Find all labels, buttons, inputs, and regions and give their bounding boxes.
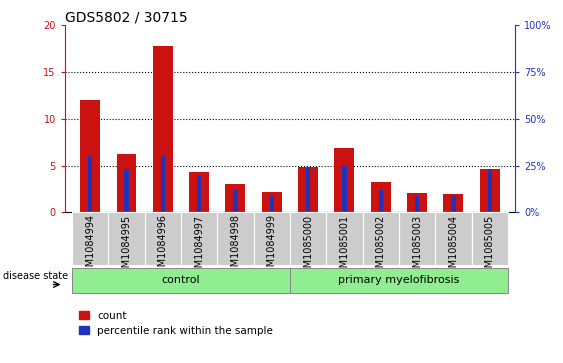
Bar: [444, 194, 463, 212]
Bar: [189, 172, 209, 212]
Bar: [153, 46, 173, 212]
Text: GSM1084996: GSM1084996: [158, 215, 168, 280]
Bar: [253, 212, 290, 265]
Text: control: control: [162, 276, 200, 285]
Bar: [270, 196, 274, 212]
Text: GSM1085001: GSM1085001: [339, 215, 350, 280]
Bar: [262, 192, 282, 212]
Bar: [371, 183, 391, 212]
Text: GSM1085000: GSM1085000: [303, 215, 313, 280]
Bar: [298, 167, 318, 212]
Text: GDS5802 / 30715: GDS5802 / 30715: [65, 10, 187, 24]
Bar: [342, 166, 347, 212]
Legend: count, percentile rank within the sample: count, percentile rank within the sample: [74, 306, 278, 340]
Bar: [225, 184, 245, 212]
Bar: [88, 156, 92, 212]
Bar: [197, 175, 202, 212]
Text: GSM1084997: GSM1084997: [194, 215, 204, 280]
Bar: [435, 212, 472, 265]
Bar: [327, 212, 363, 265]
Text: primary myelofibrosis: primary myelofibrosis: [338, 276, 459, 285]
Text: GSM1085003: GSM1085003: [412, 215, 422, 280]
Text: GSM1085002: GSM1085002: [376, 215, 386, 280]
Text: GSM1085005: GSM1085005: [485, 215, 495, 280]
Bar: [363, 212, 399, 265]
Bar: [233, 190, 238, 212]
Bar: [160, 156, 165, 212]
Text: GSM1084999: GSM1084999: [267, 215, 277, 280]
Text: GSM1084994: GSM1084994: [85, 215, 95, 280]
Bar: [399, 212, 435, 265]
Bar: [407, 193, 427, 212]
Bar: [80, 100, 100, 212]
Bar: [306, 167, 310, 212]
Text: GSM1084998: GSM1084998: [230, 215, 240, 280]
Bar: [217, 212, 253, 265]
Bar: [488, 170, 492, 212]
Bar: [378, 190, 383, 212]
Text: disease state: disease state: [3, 271, 68, 281]
Bar: [415, 196, 419, 212]
Bar: [181, 212, 217, 265]
Bar: [117, 154, 136, 212]
Bar: [145, 212, 181, 265]
Bar: [290, 268, 508, 293]
Bar: [334, 148, 355, 212]
Bar: [451, 196, 455, 212]
Bar: [124, 170, 129, 212]
Bar: [290, 212, 327, 265]
Bar: [472, 212, 508, 265]
Bar: [480, 170, 500, 212]
Text: GSM1084995: GSM1084995: [122, 215, 132, 280]
Bar: [72, 212, 108, 265]
Bar: [72, 268, 290, 293]
Text: GSM1085004: GSM1085004: [448, 215, 458, 280]
Bar: [108, 212, 145, 265]
